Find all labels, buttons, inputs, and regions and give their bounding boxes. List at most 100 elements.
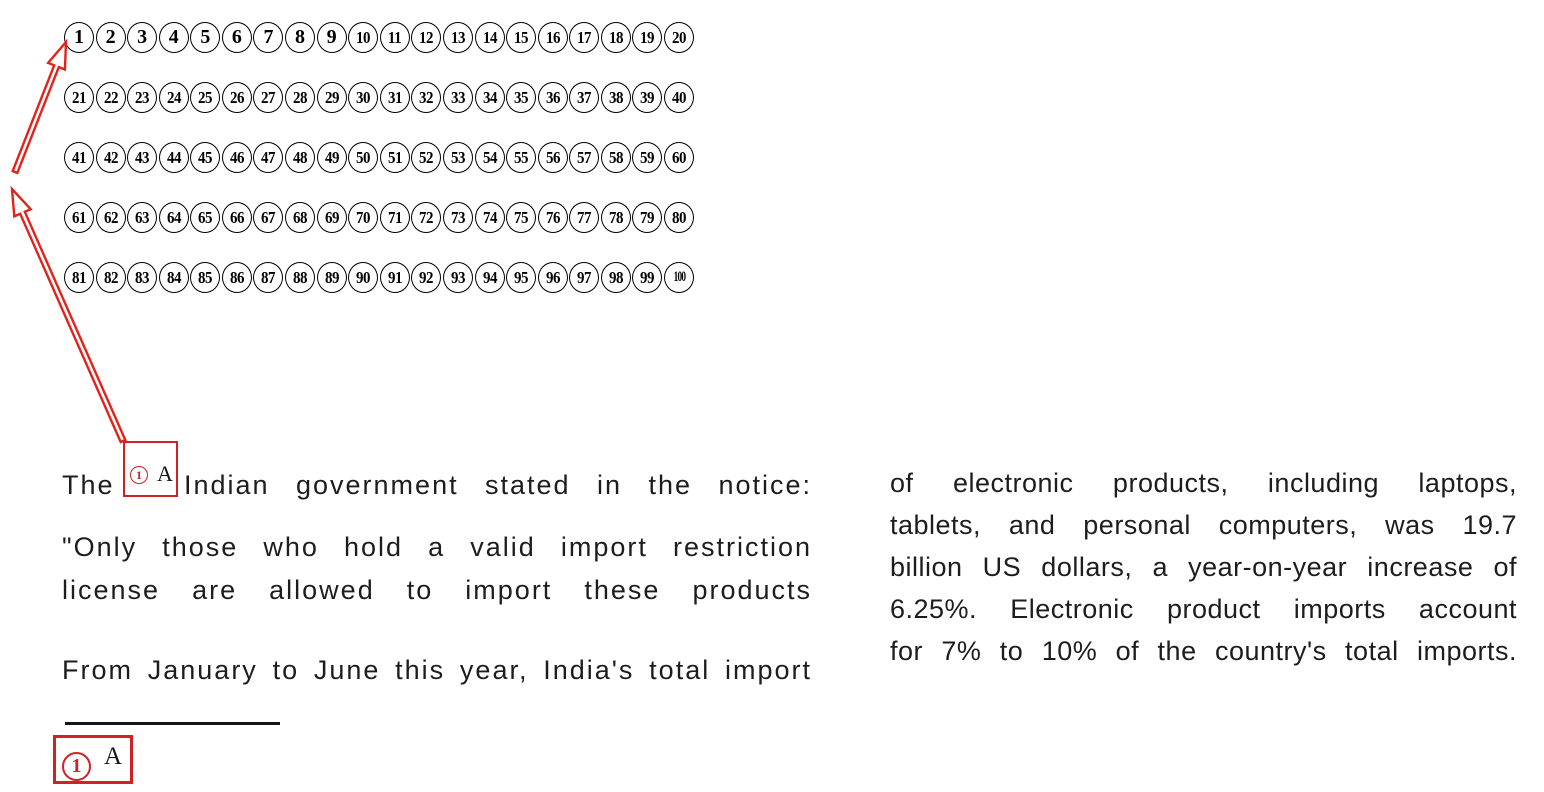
circled-number-90: 90: [348, 262, 379, 293]
circled-number-43: 43: [127, 142, 158, 173]
circled-number-98: 98: [600, 262, 631, 293]
number-grid: 1 2 3 4 5 6 7 8 9 10 11 12 13 14 15 16 17 18 19 20 21 22 23 24 2…: [64, 22, 694, 322]
circled-number-58: 58: [600, 142, 631, 173]
circled-number-86: 86: [221, 262, 252, 293]
circled-number-9: 9: [316, 22, 347, 53]
circled-number-7: 7: [253, 22, 284, 53]
circled-number-6: 6: [221, 22, 252, 53]
footnote-marker-circled-number: 1: [62, 752, 91, 781]
circled-number-34: 34: [474, 82, 505, 113]
circled-number-59: 59: [632, 142, 663, 173]
circled-number-66: 66: [221, 202, 252, 233]
circled-number-48: 48: [285, 142, 316, 173]
circled-number-8: 8: [285, 22, 316, 53]
left-line-3: license are allowed to import these prod…: [62, 575, 812, 605]
circled-number-3: 3: [127, 22, 158, 53]
inline-marker-box: 1 A: [123, 441, 178, 497]
circled-number-87: 87: [253, 262, 284, 293]
circled-number-20: 20: [663, 22, 694, 53]
circled-number-37: 37: [569, 82, 600, 113]
circled-number-65: 65: [190, 202, 221, 233]
circled-number-73: 73: [442, 202, 473, 233]
circled-number-19: 19: [632, 22, 663, 53]
left-line-1: The Indian government stated in the noti…: [62, 464, 812, 507]
circled-number-63: 63: [127, 202, 158, 233]
circled-number-44: 44: [158, 142, 189, 173]
circled-number-33: 33: [442, 82, 473, 113]
circled-number-83: 83: [127, 262, 158, 293]
circled-number-51: 51: [379, 142, 410, 173]
circled-number-79: 79: [632, 202, 663, 233]
circled-number-29: 29: [316, 82, 347, 113]
number-grid-row: 81 82 83 84 85 86 87 88 89 90 91 92 93 94 95 96 97 98 99 10…: [64, 262, 694, 293]
circled-number-53: 53: [442, 142, 473, 173]
circled-number-50: 50: [348, 142, 379, 173]
footnote-marker-superscript: A: [104, 743, 123, 770]
circled-number-76: 76: [537, 202, 568, 233]
circled-number-93: 93: [442, 262, 473, 293]
circled-number-54: 54: [474, 142, 505, 173]
circled-number-45: 45: [190, 142, 221, 173]
inline-marker-circled-number: 1: [130, 466, 148, 484]
circled-number-89: 89: [316, 262, 347, 293]
circled-number-2: 2: [95, 22, 126, 53]
right-line-1: of electronic products, including laptop…: [890, 468, 1517, 498]
circled-number-95: 95: [506, 262, 537, 293]
circled-number-47: 47: [253, 142, 284, 173]
circled-number-56: 56: [537, 142, 568, 173]
circled-number-78: 78: [600, 202, 631, 233]
circled-number-22: 22: [95, 82, 126, 113]
circled-number-27: 27: [253, 82, 284, 113]
circled-number-25: 25: [190, 82, 221, 113]
circled-number-55: 55: [506, 142, 537, 173]
circled-number-57: 57: [569, 142, 600, 173]
circled-number-38: 38: [600, 82, 631, 113]
circled-number-49: 49: [316, 142, 347, 173]
inline-marker-superscript: A: [157, 461, 173, 486]
circled-number-14: 14: [474, 22, 505, 53]
circled-number-94: 94: [474, 262, 505, 293]
number-grid-row: 21 22 23 24 25 26 27 28 29 30 31 32 33 34 35 36 37 38 39 40: [64, 82, 694, 113]
circled-number-92: 92: [411, 262, 442, 293]
circled-number-91: 91: [379, 262, 410, 293]
footnote-marker-box: 1 A: [53, 735, 133, 784]
circled-number-88: 88: [285, 262, 316, 293]
circled-number-26: 26: [221, 82, 252, 113]
arrow-to-circle-1: [11, 38, 68, 175]
right-line-2: tablets, and personal computers, was 19.…: [890, 510, 1517, 540]
circled-number-16: 16: [537, 22, 568, 53]
circled-number-46: 46: [221, 142, 252, 173]
circled-number-70: 70: [348, 202, 379, 233]
left-line-4: From January to June this year, India's …: [62, 655, 812, 685]
circled-number-80: 80: [663, 202, 694, 233]
circled-number-1: 1: [64, 22, 94, 53]
right-text-column: of electronic products, including laptop…: [890, 0, 1517, 792]
circled-number-18: 18: [600, 22, 631, 53]
circled-number-67: 67: [253, 202, 284, 233]
circled-number-71: 71: [379, 202, 410, 233]
circled-number-11: 11: [379, 22, 410, 53]
circled-number-97: 97: [569, 262, 600, 293]
circled-number-15: 15: [506, 22, 537, 53]
circled-number-42: 42: [95, 142, 126, 173]
circled-number-85: 85: [190, 262, 221, 293]
circled-number-75: 75: [506, 202, 537, 233]
circled-number-69: 69: [316, 202, 347, 233]
circled-number-35: 35: [506, 82, 537, 113]
circled-number-28: 28: [285, 82, 316, 113]
left-text-column: The Indian government stated in the noti…: [62, 0, 812, 792]
circled-number-60: 60: [663, 142, 694, 173]
left-line-2: "Only those who hold a valid import rest…: [62, 532, 812, 562]
circled-number-12: 12: [411, 22, 442, 53]
circled-number-64: 64: [158, 202, 189, 233]
circled-number-10: 10: [348, 22, 379, 53]
right-line-5: for 7% to 10% of the country's total imp…: [890, 636, 1517, 666]
left-line-1-rest: Indian government stated in the notice:: [184, 470, 812, 500]
circled-number-23: 23: [127, 82, 158, 113]
circled-number-96: 96: [537, 262, 568, 293]
circled-number-52: 52: [411, 142, 442, 173]
circled-number-72: 72: [411, 202, 442, 233]
circled-number-74: 74: [474, 202, 505, 233]
footnote-separator: [65, 722, 280, 725]
